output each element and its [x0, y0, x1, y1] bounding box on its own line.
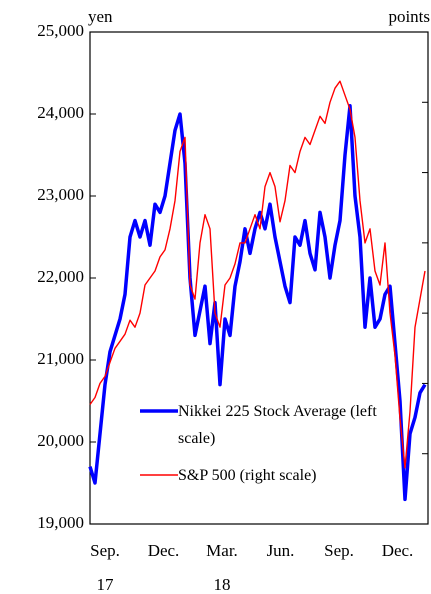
- x-tick-label: Sep.: [90, 541, 120, 560]
- legend-label: S&P 500 (right scale): [178, 462, 378, 489]
- x-tick-label: Dec.: [148, 541, 180, 560]
- y-tick-label: 20,000: [37, 431, 84, 450]
- y-tick-label: 19,000: [37, 513, 84, 532]
- y-tick-label: 22,000: [37, 267, 84, 286]
- y-axis-label: yen: [88, 7, 113, 26]
- y-tick-label: 23,000: [37, 185, 84, 204]
- x-year-label: 18: [214, 575, 231, 594]
- x-tick-label: Jun.: [267, 541, 295, 560]
- series-line: [89, 80, 426, 469]
- x-tick-label: Mar.: [206, 541, 238, 560]
- y-tick-label: 24,000: [37, 103, 84, 122]
- x-year-label: 17: [97, 575, 115, 594]
- x-tick-label: Dec.: [382, 541, 414, 560]
- y-tick-label: 25,000: [37, 21, 84, 40]
- legend-label: Nikkei 225 Stock Average (left scale): [178, 398, 378, 452]
- y2-axis-label: points: [388, 7, 430, 26]
- x-tick-label: Sep.: [324, 541, 354, 560]
- y-tick-label: 21,000: [37, 349, 84, 368]
